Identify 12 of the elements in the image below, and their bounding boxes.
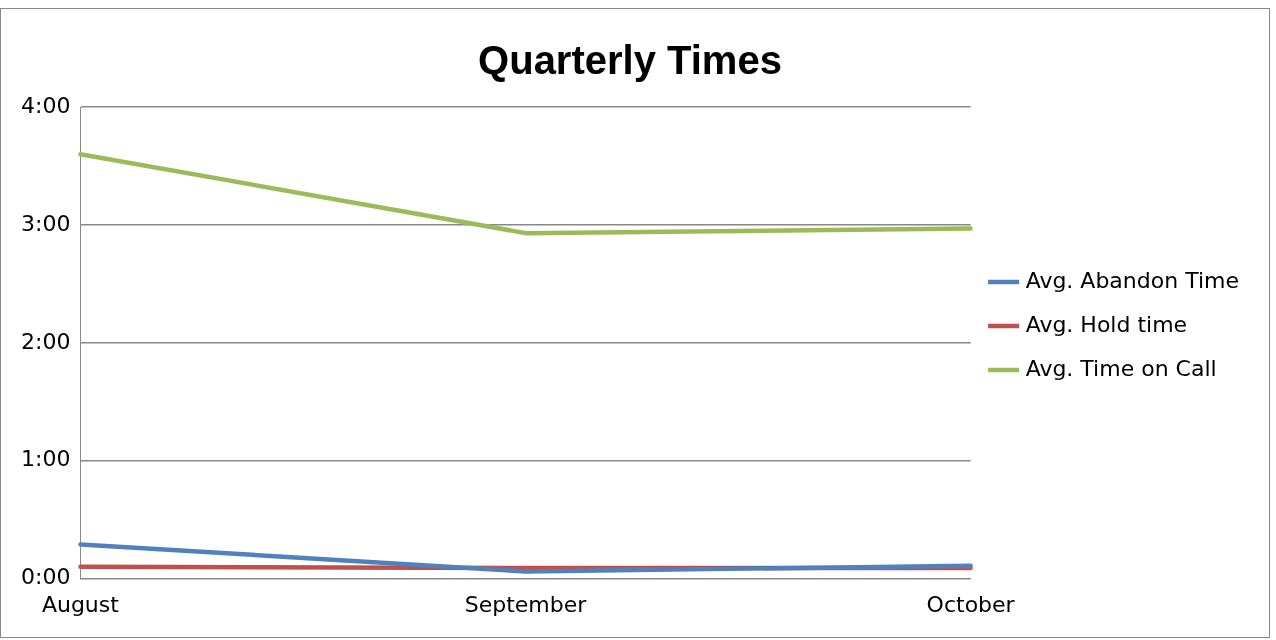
legend-label: Avg. Abandon Time <box>1025 267 1239 293</box>
y-tick-label: 1:00 <box>21 446 71 472</box>
y-tick-label: 0:00 <box>21 564 71 590</box>
chart-title: Quarterly Times <box>478 38 782 83</box>
legend-label: Avg. Time on Call <box>1025 355 1217 381</box>
x-tick-label: October <box>926 591 1016 617</box>
y-tick-label: 2:00 <box>21 328 71 354</box>
y-tick-label: 4:00 <box>21 92 71 118</box>
y-tick-label: 3:00 <box>21 210 71 236</box>
x-tick-label: August <box>41 591 120 617</box>
x-tick-label: September <box>464 591 588 617</box>
legend-label: Avg. Hold time <box>1025 311 1188 337</box>
